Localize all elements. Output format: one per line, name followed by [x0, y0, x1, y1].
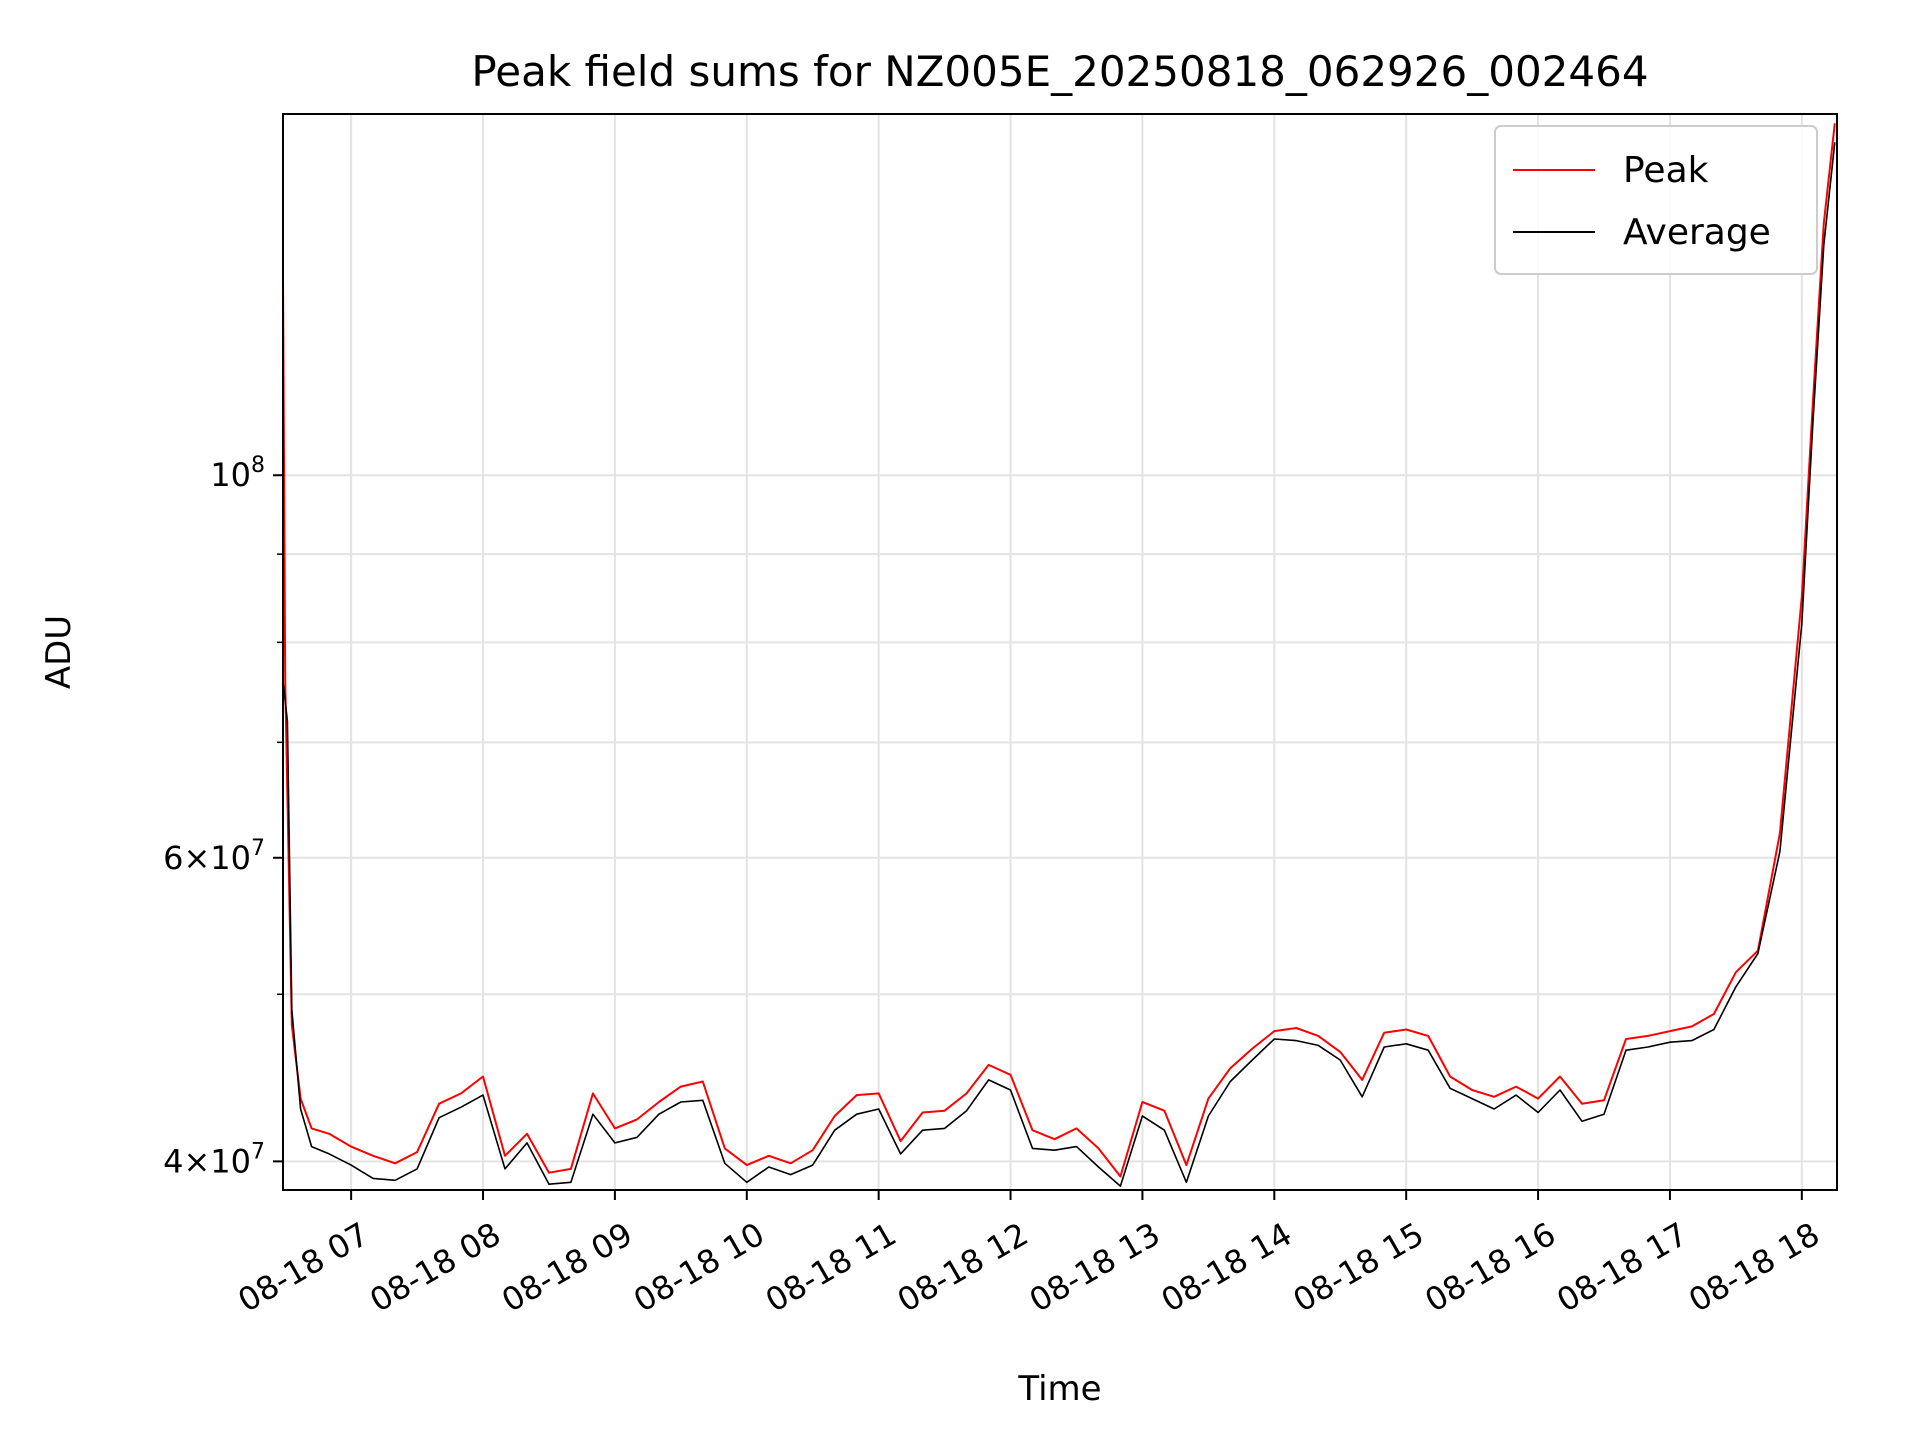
series-line-average — [282, 142, 1836, 1187]
chart-title: Peak field sums for NZ005E_20250818_0629… — [471, 47, 1648, 96]
legend-label-average: Average — [1623, 212, 1771, 253]
y-tick-label: 6×107 — [163, 836, 265, 877]
series-layer — [282, 123, 1836, 1187]
plot-frame — [282, 113, 1838, 1191]
grid-layer — [283, 114, 1837, 1190]
legend-label-peak: Peak — [1623, 150, 1709, 191]
y-axis-title: ADU — [39, 615, 79, 689]
x-axis-title: Time — [1017, 1369, 1101, 1409]
y-tick-label: 4×107 — [163, 1139, 265, 1180]
y-tick-label: 108 — [210, 453, 265, 494]
legend-box — [1494, 125, 1818, 275]
series-line-peak — [282, 123, 1836, 1178]
legend: Peak Average — [1494, 125, 1818, 275]
